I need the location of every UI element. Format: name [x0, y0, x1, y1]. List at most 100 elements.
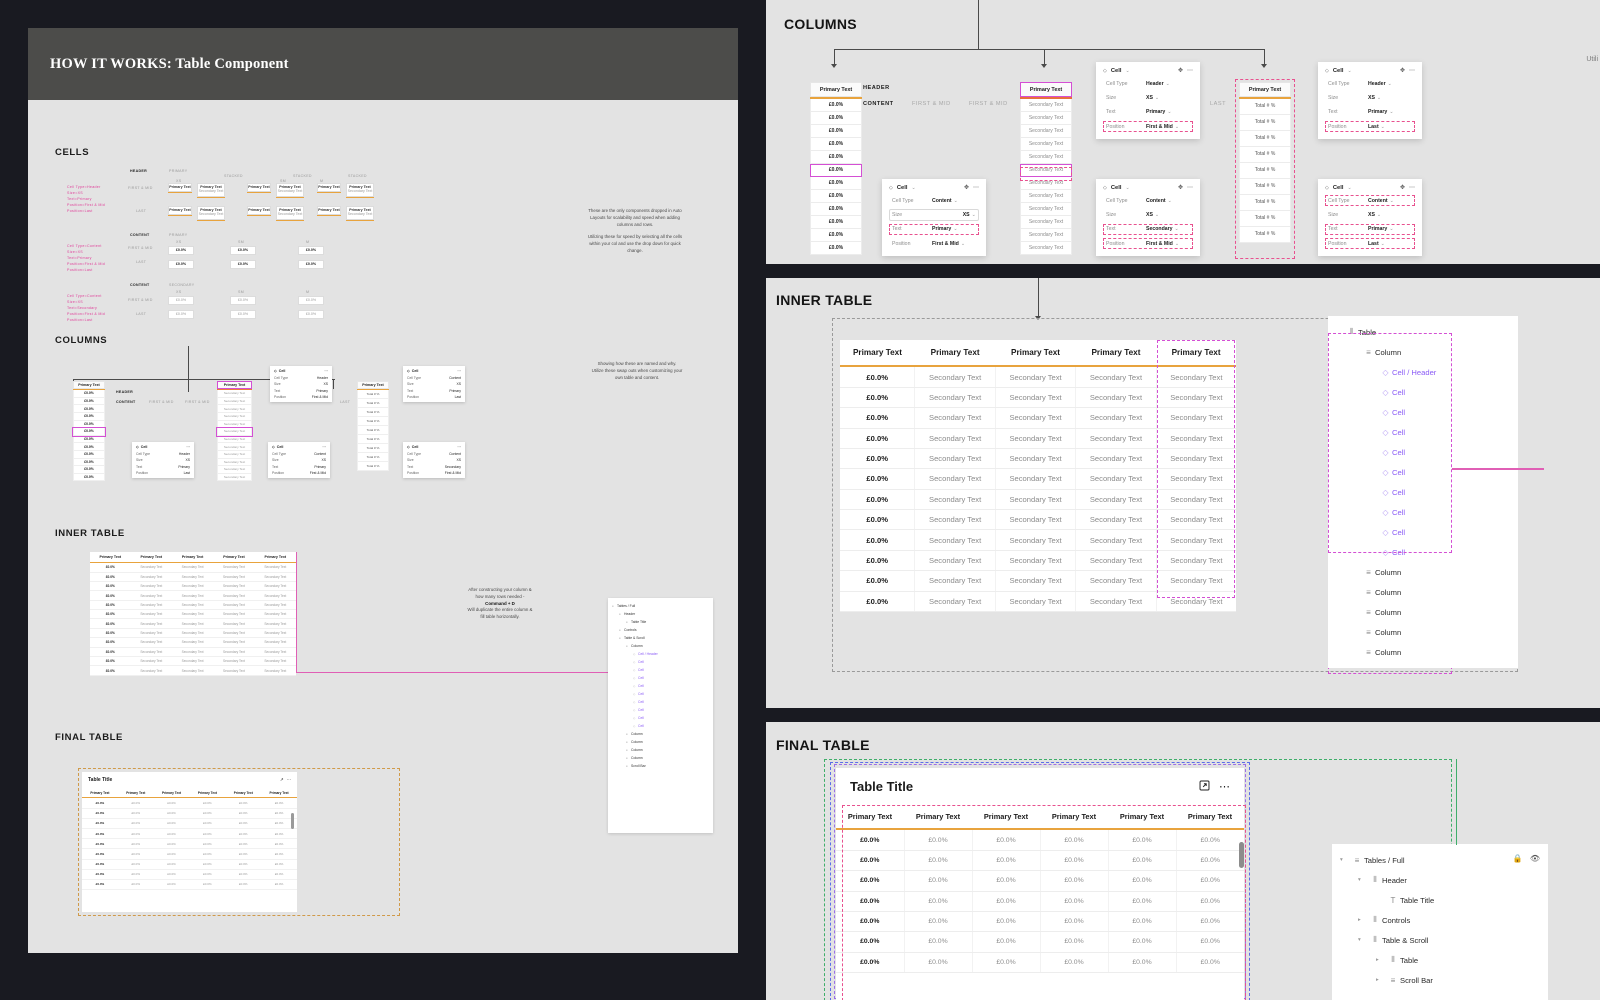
cell-property-row[interactable]: Text Secondary ⌄ [1103, 223, 1193, 235]
eye-icon[interactable]: 👁 [1529, 854, 1540, 863]
column-strip-cell[interactable]: Secondary Text [1020, 176, 1072, 190]
chevron-down-icon[interactable]: ⌄ [960, 240, 966, 247]
chevron-down-icon[interactable]: ⌄ [1380, 123, 1386, 130]
column-strip-cell[interactable]: £0.0% [810, 189, 862, 203]
mini-prop-row[interactable]: Cell Type Content [407, 452, 461, 456]
column-strip-cell[interactable]: Secondary Text [1020, 98, 1072, 112]
layer-row[interactable]: ≡ Column [1328, 562, 1518, 582]
layer-row[interactable]: ≡ Column [1328, 642, 1518, 662]
layer-row[interactable]: ▸ ≡ Scroll Bar [1332, 970, 1548, 990]
mini-layer-row[interactable]: ≡ Scroll Bar [608, 762, 713, 770]
column-strip-cell[interactable]: £0.0% [810, 228, 862, 242]
mini-layer-row[interactable]: ≡ Header [608, 610, 713, 618]
layer-row[interactable]: ◇ Cell [1328, 522, 1518, 542]
mini-layer-row[interactable]: ◇ Cell [608, 682, 713, 690]
cell-property-row[interactable]: Position First & Mid ⌄ [1103, 121, 1193, 133]
column-strip-cell[interactable]: £0.0% [810, 176, 862, 190]
mini-prop-row[interactable]: Size XS [407, 382, 461, 386]
mini-prop-card[interactable]: ◇ Cell ⋯ Cell Type Header Size XS Text Primary Po… [132, 442, 194, 479]
column-strip-cell[interactable]: Secondary Text [1020, 150, 1072, 164]
mini-layer-row[interactable]: ≡ Tables / Full [608, 602, 713, 610]
mini-layer-row[interactable]: ≡ Controls [608, 626, 713, 634]
cell-property-row[interactable]: Position Last ⌄ [1325, 121, 1415, 133]
mini-layer-row[interactable]: ≡ Column [608, 738, 713, 746]
more-icon[interactable]: ⋯ [1219, 781, 1230, 793]
mini-layer-row[interactable]: ◇ Cell [608, 690, 713, 698]
column-strip-cell[interactable]: £0.0% [810, 150, 862, 164]
mini-layer-row[interactable]: ◇ Cell [608, 706, 713, 714]
layer-row[interactable]: ≡ Column [1328, 342, 1518, 362]
column-strip-cell[interactable]: Secondary Text [1020, 189, 1072, 203]
cell-property-row[interactable]: Position First & Mid ⌄ [1103, 238, 1193, 250]
more-icon[interactable]: ⋯ [322, 445, 326, 449]
chevron-down-icon[interactable]: ⌄ [1167, 109, 1172, 116]
layer-row[interactable]: ◇ Cell [1328, 442, 1518, 462]
cell-property-row[interactable]: Cell Type Header ⌄ [1325, 78, 1415, 89]
mini-prop-row[interactable]: Size XS [407, 458, 461, 462]
column-strip-cell[interactable]: £0.0% [810, 111, 862, 125]
mini-layer-row[interactable]: ≡ Table & Scroll [608, 634, 713, 642]
more-icon[interactable]: ⋯ [1409, 68, 1415, 74]
mini-layer-row[interactable]: ◇ Cell [608, 722, 713, 730]
chevron-down-icon[interactable]: ⌄ [1174, 240, 1180, 247]
mini-prop-row[interactable]: Cell Type Header [274, 376, 328, 380]
cell-property-row[interactable]: Position Last ⌄ [1325, 238, 1415, 250]
column-strip-cell[interactable]: Secondary Text [1020, 215, 1072, 229]
cell-property-row[interactable]: Text Primary ⌄ [1325, 107, 1415, 118]
mini-layer-row[interactable]: ≡ Column [608, 746, 713, 754]
layer-row[interactable]: ◇ Cell [1328, 402, 1518, 422]
column-strip-cell[interactable]: £0.0% [810, 124, 862, 138]
mini-prop-row[interactable]: Cell Type Header [136, 452, 190, 456]
layer-row[interactable]: ≡ Column [1328, 582, 1518, 602]
mini-prop-card[interactable]: ◇ Cell ⋯ Cell Type Content Size XS Text Primary P… [268, 442, 330, 479]
chevron-down-icon[interactable]: ▾ [1358, 877, 1361, 883]
chevron-down-icon[interactable]: ⌄ [1376, 94, 1382, 101]
layer-row[interactable]: ◇ Cell [1328, 422, 1518, 442]
column-strip-cell[interactable]: Total # % [1239, 162, 1291, 179]
cell-property-card[interactable]: ◇ Cell ⌄ ✥ ⋯ Cell Type Content ⌄ Size XS ⌄ Text Prim… [1318, 179, 1422, 257]
more-icon[interactable]: ⋯ [186, 445, 190, 449]
column-strip-cell[interactable]: Total # % [1239, 178, 1291, 195]
mini-prop-row[interactable]: Text Primary [274, 389, 328, 393]
mini-prop-row[interactable]: Position Last [407, 395, 461, 399]
chevron-down-icon[interactable]: ⌄ [1380, 240, 1386, 247]
cell-property-row[interactable]: Cell Type Content ⌄ [1325, 195, 1415, 207]
cell-property-row[interactable]: Position First & Mid ⌄ [889, 238, 979, 249]
expand-icon[interactable]: ↗ [279, 777, 284, 782]
mini-prop-row[interactable]: Size XS [136, 458, 190, 462]
layer-row[interactable]: ▸ ⦀ Controls [1332, 910, 1548, 930]
column-strip-cell[interactable]: Total # % [1239, 114, 1291, 131]
more-icon[interactable]: ⋯ [324, 369, 328, 373]
chevron-down-icon[interactable]: ⌄ [1174, 226, 1179, 233]
more-icon[interactable]: ⋯ [1409, 185, 1415, 191]
chevron-down-icon[interactable]: ⌄ [1174, 123, 1180, 130]
mini-prop-row[interactable]: Cell Type Content [272, 452, 326, 456]
layer-row[interactable]: ◇ Cell / Header [1328, 362, 1518, 382]
layer-row[interactable]: T Table Title [1332, 890, 1548, 910]
reset-icon[interactable]: ✥ [1177, 68, 1183, 74]
mini-prop-row[interactable]: Size XS [272, 458, 326, 462]
chevron-down-icon[interactable]: ▾ [1340, 857, 1343, 863]
chevron-down-icon[interactable]: ⌄ [1167, 197, 1172, 204]
more-icon[interactable]: ⋯ [1187, 185, 1193, 191]
column-strip-cell[interactable]: Secondary Text [1020, 124, 1072, 138]
cell-property-card[interactable]: ◇ Cell ⌄ ✥ ⋯ Cell Type Header ⌄ Size XS ⌄ Text Prima… [1318, 62, 1422, 140]
column-strip-cell[interactable]: Total # % [1239, 98, 1291, 115]
column-strip-cell[interactable]: Total # % [1239, 146, 1291, 163]
mini-layer-row[interactable]: ≡ Table Title [608, 618, 713, 626]
layer-row[interactable]: ≡ Column [1328, 622, 1518, 642]
layer-row[interactable]: ⦀ Table [1328, 322, 1518, 342]
column-strip-cell[interactable]: £0.0% [810, 98, 862, 112]
cell-property-row[interactable]: Text Primary ⌄ [1103, 107, 1193, 118]
layer-row[interactable]: ▸ ⦀ Table [1332, 950, 1548, 970]
mini-prop-row[interactable]: Position Last [136, 471, 190, 475]
layer-row[interactable]: ▾ ⦀ Table & Scroll [1332, 930, 1548, 950]
mini-prop-row[interactable]: Text Primary [407, 389, 461, 393]
chevron-down-icon[interactable]: ⌄ [1125, 67, 1130, 74]
cell-property-row[interactable]: Size XS ⌄ [1103, 209, 1193, 220]
column-strip-cell[interactable]: Total # % [1239, 226, 1291, 243]
more-icon[interactable]: ⋯ [973, 185, 979, 191]
cell-property-card[interactable]: ◇ Cell ⌄ ✥ ⋯ Cell Type Header ⌄ Size XS ⌄ Text Prima… [1096, 62, 1200, 140]
column-strip-cell[interactable]: Total # % [1239, 194, 1291, 211]
chevron-down-icon[interactable]: ⌄ [953, 226, 958, 233]
